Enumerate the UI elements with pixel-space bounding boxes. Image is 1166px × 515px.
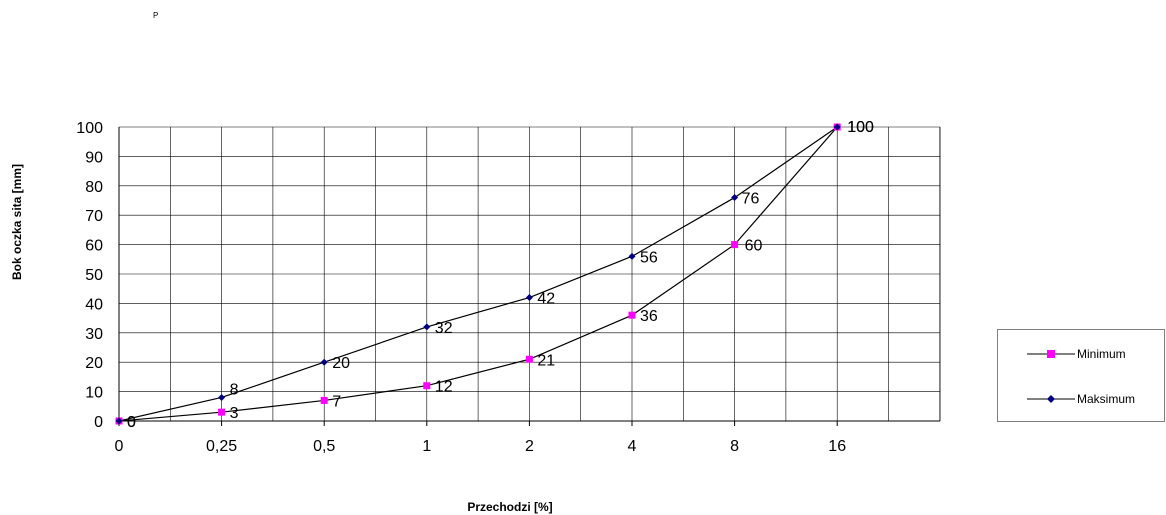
x-axis-title: Przechodzi [%]	[467, 500, 552, 514]
y-tick-label: 10	[85, 385, 103, 402]
x-tick-label: 1	[422, 438, 431, 455]
x-tick-label: 2	[525, 438, 534, 455]
point-maksimum	[218, 393, 226, 401]
data-label-minimum: 21	[537, 352, 555, 369]
point-maksimum	[115, 417, 123, 425]
data-label-minimum: 0	[127, 414, 136, 431]
data-label-minimum: 60	[745, 238, 763, 255]
legend: Minimum Maksimum	[997, 329, 1165, 422]
point-minimum	[731, 241, 739, 249]
data-label-minimum: 100	[847, 119, 874, 136]
data-label-maksimum: 76	[742, 191, 760, 208]
data-label-maksimum: 20	[332, 355, 350, 372]
data-label-maksimum: 32	[435, 320, 453, 337]
data-label-maksimum: 56	[640, 249, 658, 266]
y-tick-label: 100	[76, 120, 103, 137]
x-tick-label: 8	[730, 438, 739, 455]
y-tick-label: 0	[94, 414, 103, 431]
legend-label-minimum: Minimum	[1077, 347, 1126, 361]
point-maksimum	[320, 358, 328, 366]
legend-label-maksimum: Maksimum	[1077, 392, 1136, 406]
x-tick-label: 4	[628, 438, 637, 455]
y-tick-label: 60	[85, 238, 103, 255]
x-tick-label: 0	[115, 438, 124, 455]
x-tick-label: 0,25	[206, 438, 237, 455]
data-label-maksimum: 8	[230, 381, 239, 398]
legend-item-maksimum: Maksimum	[1027, 391, 1135, 407]
series-lines	[118, 126, 838, 422]
point-maksimum	[731, 194, 739, 202]
data-label-minimum: 7	[332, 393, 341, 410]
data-label-minimum: 36	[640, 308, 658, 325]
y-tick-label: 30	[85, 326, 103, 343]
point-maksimum	[628, 252, 636, 260]
point-minimum	[423, 382, 431, 390]
legend-swatch-maksimum	[1027, 395, 1075, 403]
point-maksimum	[423, 323, 431, 331]
y-tick-label: 80	[85, 179, 103, 196]
data-label-maksimum: 100	[847, 119, 874, 136]
legend-swatch-minimum	[1027, 350, 1075, 358]
point-minimum	[525, 355, 533, 363]
point-minimum	[628, 311, 636, 319]
data-label-maksimum: 0	[127, 414, 136, 431]
x-tick-label: 16	[828, 438, 846, 455]
series-line-maksimum	[118, 126, 838, 422]
series-line-minimum	[118, 126, 838, 422]
data-label-minimum: 12	[435, 379, 453, 396]
point-maksimum	[833, 123, 841, 131]
legend-item-minimum: Minimum	[1027, 346, 1126, 362]
point-minimum	[218, 408, 226, 416]
grid	[118, 126, 941, 426]
y-tick-label: 20	[85, 355, 103, 372]
y-tick-label: 70	[85, 208, 103, 225]
point-maksimum	[525, 294, 533, 302]
y-axis-title: Bok oczka sita [mm]	[10, 164, 24, 280]
point-minimum	[320, 396, 328, 404]
y-tick-label: 90	[85, 149, 103, 166]
x-tick-label: 0,5	[313, 438, 335, 455]
corner-mark: P	[153, 11, 159, 20]
y-tick-label: 40	[85, 296, 103, 313]
series-markers	[115, 123, 841, 425]
data-label-maksimum: 42	[537, 291, 555, 308]
y-tick-label: 50	[85, 267, 103, 284]
data-label-minimum: 3	[230, 405, 239, 422]
